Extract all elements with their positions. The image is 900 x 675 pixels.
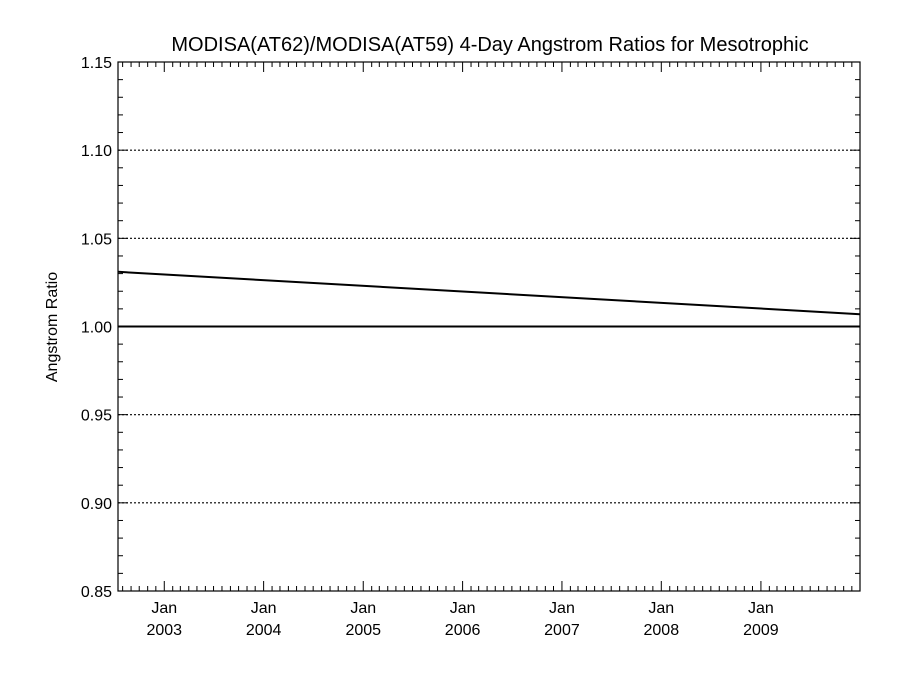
x-tick-labels: Jan 2003 Jan 2004 Jan 2005 Jan 2006 Jan 2007 Jan 20…	[146, 600, 778, 639]
x-tick-year-label: 2005	[345, 622, 381, 639]
trend-line	[117, 270, 861, 316]
y-tick-label: 1.05	[81, 231, 112, 248]
x-tick-month-label: Jan	[151, 600, 177, 617]
series-layer	[117, 270, 861, 328]
x-tick-year-label: 2003	[146, 622, 182, 639]
y-axis-label: Angstrom Ratio	[44, 272, 61, 382]
y-tick-label: 1.15	[81, 55, 112, 72]
y-tick-label: 0.85	[81, 584, 112, 601]
x-tick-month-label: Jan	[350, 600, 376, 617]
x-tick-year-label: 2006	[445, 622, 481, 639]
x-tick-month-label: Jan	[251, 600, 277, 617]
axis-ticks	[118, 61, 860, 592]
x-tick-year-label: 2007	[544, 622, 580, 639]
x-tick-month-label: Jan	[748, 600, 774, 617]
x-tick-year-label: 2009	[743, 622, 779, 639]
x-tick-month-label: Jan	[549, 600, 575, 617]
y-tick-label: 0.90	[81, 496, 112, 513]
y-tick-label: 1.00	[81, 320, 112, 337]
x-tick-month-label: Jan	[648, 600, 674, 617]
x-tick-year-label: 2004	[246, 622, 282, 639]
y-tick-label: 0.95	[81, 408, 112, 425]
y-tick-label: 1.10	[81, 143, 112, 160]
x-tick-month-label: Jan	[450, 600, 476, 617]
chart-title: MODISA(AT62)/MODISA(AT59) 4-Day Angstrom…	[171, 34, 808, 56]
x-tick-year-label: 2008	[644, 622, 680, 639]
y-tick-labels: 0.85 0.90 0.95 1.00 1.05 1.10 1.15	[81, 55, 112, 601]
